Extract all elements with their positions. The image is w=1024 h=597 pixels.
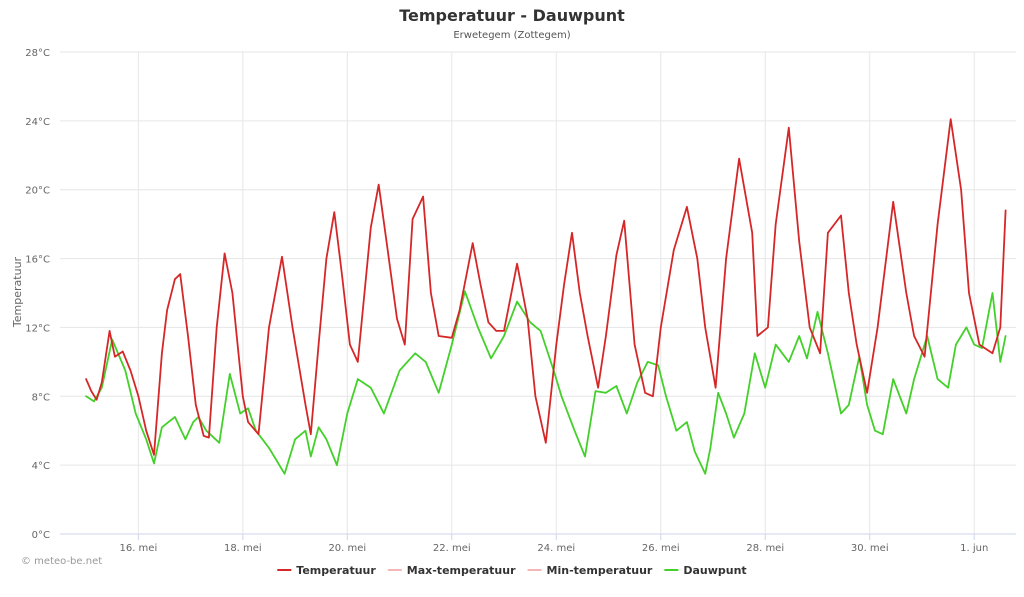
y-axis-ticks: 0°C 4°C 8°C 12°C 16°C 20°C 24°C 28°C	[25, 48, 50, 541]
y-axis-label: Temperatuur	[11, 256, 24, 328]
legend-label: Dauwpunt	[683, 564, 746, 577]
x-tick-label: 18. mei	[224, 543, 262, 554]
x-tick-label: 1. jun	[960, 543, 988, 554]
legend-label: Temperatuur	[296, 564, 376, 577]
series-layer	[85, 118, 1007, 475]
x-axis-ticks: 16. mei 18. mei 20. mei 22. mei 24. mei 26. m…	[60, 533, 1016, 554]
y-tick-label: 16°C	[25, 255, 50, 266]
y-tick-label: 24°C	[25, 117, 50, 128]
chart-title: Temperatuur - Dauwpunt	[399, 6, 625, 25]
x-tick-label: 30. mei	[851, 543, 889, 554]
y-tick-label: 12°C	[25, 323, 50, 334]
y-tick-label: 8°C	[32, 392, 50, 403]
y-tick-label: 0°C	[32, 530, 50, 541]
legend-item-1[interactable]: Max-temperatuur	[387, 564, 516, 577]
x-tick-label: 22. mei	[433, 543, 471, 554]
x-tick-label: 26. mei	[642, 543, 680, 554]
x-tick-label: 24. mei	[537, 543, 575, 554]
x-tick-label: 20. mei	[328, 543, 366, 554]
legend-item-0[interactable]: Temperatuur	[277, 564, 376, 577]
chart-subtitle: Erwetegem (Zottegem)	[453, 30, 570, 41]
series-line-temperature[interactable]	[85, 118, 1007, 456]
credit-text[interactable]: © meteo-be.net	[21, 556, 102, 567]
grid	[60, 51, 1016, 535]
series-line-dewpoint[interactable]	[85, 290, 1007, 475]
legend-label: Max-temperatuur	[407, 564, 516, 577]
legend: Temperatuur Max-temperatuur Min-temperatuu…	[277, 564, 747, 577]
legend-item-3[interactable]: Dauwpunt	[664, 564, 747, 577]
x-tick-label: 16. mei	[119, 543, 157, 554]
y-tick-label: 4°C	[32, 461, 50, 472]
y-tick-label: 28°C	[25, 48, 50, 59]
y-tick-label: 20°C	[25, 186, 50, 197]
x-tick-label: 28. mei	[746, 543, 784, 554]
legend-label: Min-temperatuur	[547, 564, 653, 577]
legend-item-2[interactable]: Min-temperatuur	[527, 564, 653, 577]
